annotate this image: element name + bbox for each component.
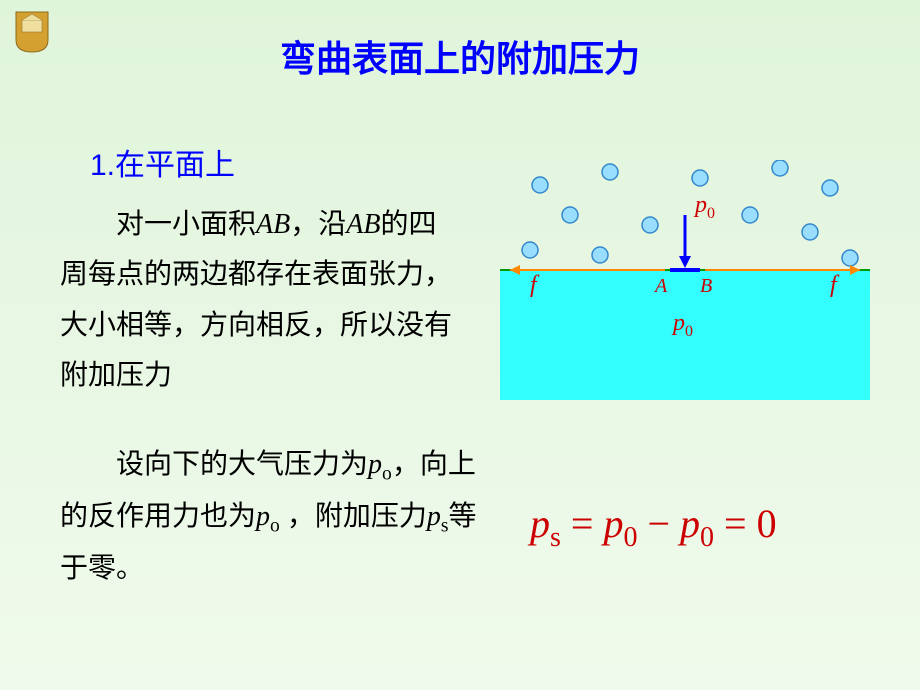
p2-text-3: ，附加压力: [280, 501, 427, 532]
university-logo: [14, 10, 50, 54]
gas-molecule: [562, 207, 578, 223]
gas-molecule: [602, 164, 618, 180]
eq-eq2: =: [714, 501, 757, 546]
gas-molecule: [772, 160, 788, 176]
paragraph-2: 设向下的大气压力为po，向上的反作用力也为po ，附加压力ps等于零。: [60, 440, 490, 594]
label-A: A: [653, 275, 668, 297]
gas-molecule: [802, 224, 818, 240]
pressure-arrowhead-down: [679, 256, 691, 268]
gas-molecule: [742, 207, 758, 223]
eq-p0a: p: [603, 501, 623, 546]
eq-eq1: =: [561, 501, 604, 546]
paragraph-1: 对一小面积AB，沿AB的四周每点的两边都存在表面张力，大小相等，方向相反，所以没…: [60, 200, 460, 402]
p2-text-1: 设向下的大气压力为: [116, 449, 368, 480]
label-p0-top: p0: [693, 192, 715, 222]
gas-molecule: [642, 217, 658, 233]
gas-molecule: [692, 170, 708, 186]
gas-molecule: [592, 247, 608, 263]
surface-diagram: p0p0ABff: [500, 160, 870, 400]
eq-zero: 0: [757, 501, 777, 546]
p2-p-1: p: [368, 449, 382, 480]
equation-ps: ps = p0 − p0 = 0: [530, 500, 777, 554]
p2-o-2: o: [270, 515, 280, 536]
eq-p0b: p: [680, 501, 700, 546]
eq-ps-sub: s: [550, 522, 561, 553]
p1-AB-2: AB: [346, 209, 380, 240]
gas-molecule: [842, 250, 858, 266]
gas-molecule: [822, 180, 838, 196]
p1-text-1: 对一小面积: [116, 209, 256, 240]
gas-molecule: [522, 242, 538, 258]
eq-p0b-sub: 0: [700, 522, 714, 553]
slide-title: 弯曲表面上的附加压力: [0, 0, 920, 82]
p2-o-1: o: [382, 464, 392, 485]
eq-ps-p: p: [530, 501, 550, 546]
p2-p-2: p: [256, 501, 270, 532]
label-B: B: [700, 275, 712, 297]
eq-minus: −: [637, 501, 680, 546]
section-heading: 1.在平面上: [90, 140, 235, 184]
p1-text-2: ，沿: [290, 209, 346, 240]
eq-p0a-sub: 0: [623, 522, 637, 553]
p1-AB-1: AB: [256, 209, 290, 240]
p2-p-3: p: [427, 501, 441, 532]
gas-molecule: [532, 177, 548, 193]
